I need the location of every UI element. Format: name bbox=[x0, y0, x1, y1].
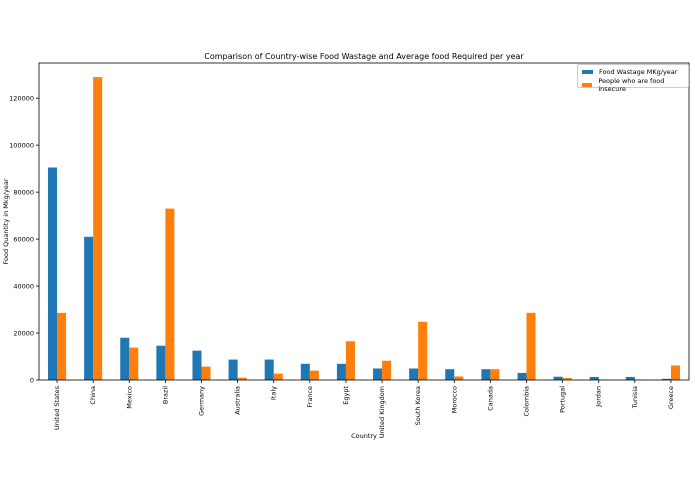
x-tick-label: Canada bbox=[486, 386, 494, 411]
y-tick-label: 80000 bbox=[13, 189, 34, 197]
x-tick-label: Colombia bbox=[523, 386, 531, 417]
x-tick-label: Portugal bbox=[559, 386, 567, 413]
x-tick-label: Egypt bbox=[342, 386, 350, 405]
bar bbox=[300, 363, 310, 380]
bar bbox=[562, 377, 572, 380]
x-tick-label: Tunisia bbox=[631, 386, 639, 409]
bar bbox=[57, 312, 67, 380]
x-tick-label: South Korea bbox=[414, 386, 422, 425]
bar bbox=[273, 373, 283, 380]
bar bbox=[228, 359, 238, 380]
x-tick-label: Germany bbox=[198, 386, 206, 416]
legend-item-food-insecure: People who are food insecure bbox=[582, 77, 688, 93]
bar bbox=[454, 376, 464, 380]
x-tick-label: United Kingdom bbox=[378, 386, 386, 438]
bar bbox=[481, 369, 491, 380]
y-axis-label: Food Quantity in Mkg/year bbox=[2, 178, 10, 264]
bar bbox=[156, 345, 166, 380]
bar bbox=[336, 363, 346, 380]
x-tick-label: Brazil bbox=[161, 386, 169, 404]
bar bbox=[237, 377, 247, 380]
bar bbox=[382, 360, 392, 380]
bar bbox=[670, 365, 680, 380]
legend-item-food-wastage: Food Wastage MKg/year bbox=[582, 68, 677, 76]
bar bbox=[93, 77, 103, 380]
bar bbox=[445, 369, 455, 380]
bar bbox=[409, 368, 419, 380]
bar bbox=[120, 337, 130, 380]
legend-swatch-orange bbox=[582, 83, 593, 87]
bar bbox=[345, 341, 355, 380]
bar bbox=[661, 378, 671, 380]
legend: Food Wastage MKg/year People who are foo… bbox=[577, 64, 689, 93]
bar bbox=[264, 359, 274, 380]
plot-frame bbox=[38, 62, 690, 381]
x-tick-label: Mexico bbox=[125, 386, 133, 409]
x-tick-label: Greece bbox=[667, 386, 675, 409]
x-tick-label: China bbox=[89, 386, 97, 405]
y-tick-label: 60000 bbox=[13, 236, 34, 244]
bar bbox=[517, 372, 527, 380]
y-tick-label: 20000 bbox=[13, 330, 34, 338]
chart-title: Comparison of Country-wise Food Wastage … bbox=[204, 52, 524, 61]
bar bbox=[192, 350, 202, 380]
x-tick-label: Morocco bbox=[450, 386, 458, 413]
bar bbox=[625, 376, 635, 380]
x-tick-label: United States bbox=[53, 385, 61, 430]
bar bbox=[165, 208, 175, 380]
bar bbox=[589, 376, 599, 380]
bar bbox=[84, 236, 94, 380]
y-tick-label: 120000 bbox=[9, 95, 34, 103]
bar bbox=[553, 376, 563, 380]
bar bbox=[373, 368, 383, 380]
x-tick-label: France bbox=[306, 386, 314, 408]
bar bbox=[418, 321, 428, 380]
bar bbox=[309, 370, 319, 380]
y-tick-label: 100000 bbox=[9, 142, 34, 150]
x-axis-label: Country bbox=[351, 432, 377, 440]
bar bbox=[48, 167, 58, 380]
bar bbox=[490, 369, 500, 380]
x-tick-label: Italy bbox=[270, 386, 278, 400]
legend-label: Food Wastage MKg/year bbox=[599, 68, 678, 76]
legend-label: People who are food insecure bbox=[598, 77, 665, 93]
bar bbox=[129, 347, 139, 380]
x-tick-label: Jordan bbox=[595, 386, 603, 408]
y-tick-label: 0 bbox=[30, 377, 34, 385]
x-tick-label: Australia bbox=[234, 386, 242, 415]
bar bbox=[201, 366, 211, 380]
legend-swatch-blue bbox=[582, 70, 593, 74]
bar bbox=[526, 312, 536, 380]
y-tick-label: 40000 bbox=[13, 283, 34, 291]
